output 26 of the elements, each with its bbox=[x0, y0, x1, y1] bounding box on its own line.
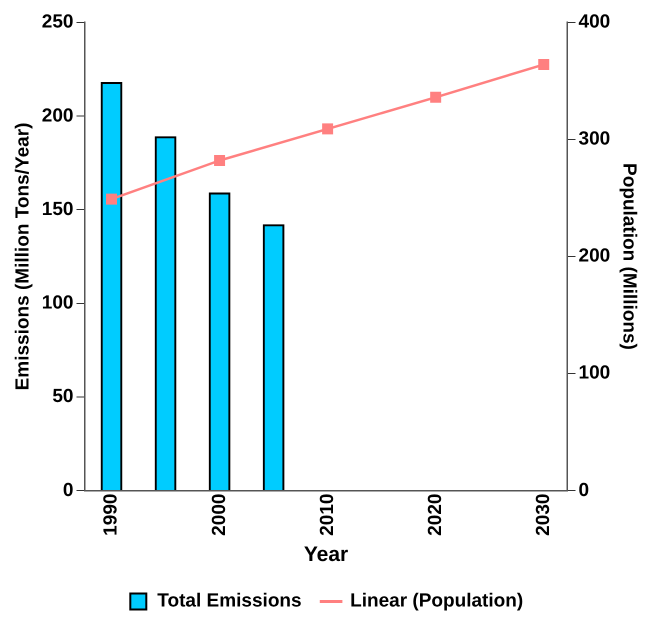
legend-label: Total Emissions bbox=[157, 590, 302, 612]
y2-tick-label: 300 bbox=[578, 128, 610, 150]
y-tick-label: 50 bbox=[52, 386, 74, 408]
y2-axis-title: Population (Millions) bbox=[618, 163, 640, 350]
x-tick-label: 2010 bbox=[316, 494, 338, 536]
y2-tick-label: 0 bbox=[578, 480, 590, 501]
legend-label: Linear (Population) bbox=[350, 590, 524, 612]
x-axis-title: Year bbox=[304, 543, 348, 566]
y-tick-label: 100 bbox=[42, 292, 74, 314]
y-tick-label: 200 bbox=[42, 105, 74, 126]
point bbox=[106, 194, 118, 205]
point bbox=[214, 155, 226, 166]
x-tick-label: 2030 bbox=[532, 494, 554, 536]
y2-tick-label: 400 bbox=[578, 12, 610, 33]
y-tick-label: 250 bbox=[42, 12, 74, 33]
point bbox=[430, 92, 442, 103]
x-tick-label: 2000 bbox=[208, 494, 230, 536]
y-axis-title: Emissions (Million Tons/Year) bbox=[12, 122, 34, 390]
point bbox=[322, 123, 334, 134]
y2-tick-label: 100 bbox=[578, 362, 610, 384]
y2-tick-label: 200 bbox=[578, 246, 610, 267]
point bbox=[538, 59, 550, 70]
x-tick-label: 2020 bbox=[424, 494, 446, 536]
x-tick-label: 1990 bbox=[100, 494, 122, 536]
y-tick-label: 0 bbox=[62, 480, 74, 501]
y-tick-label: 150 bbox=[42, 198, 74, 220]
